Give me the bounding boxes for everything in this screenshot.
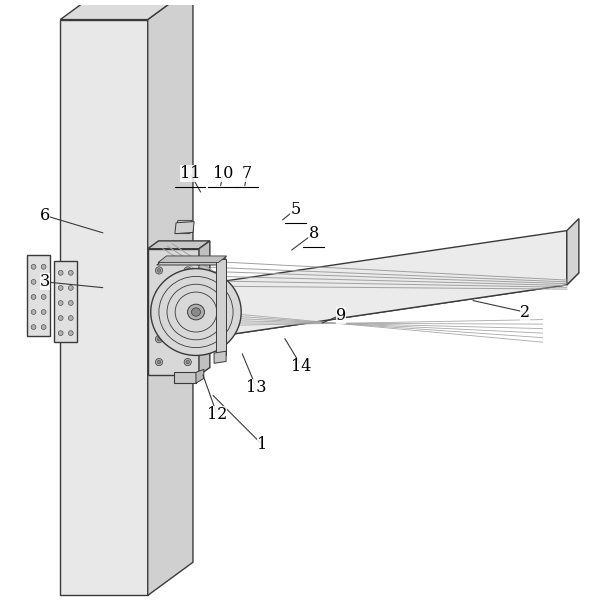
Circle shape bbox=[31, 325, 36, 329]
Polygon shape bbox=[178, 273, 579, 342]
Polygon shape bbox=[196, 369, 204, 383]
Circle shape bbox=[68, 285, 73, 290]
Circle shape bbox=[157, 315, 161, 318]
Ellipse shape bbox=[188, 304, 204, 320]
Circle shape bbox=[156, 335, 163, 343]
Polygon shape bbox=[216, 259, 226, 356]
Circle shape bbox=[184, 267, 191, 274]
Ellipse shape bbox=[191, 308, 200, 316]
Circle shape bbox=[58, 316, 63, 321]
Circle shape bbox=[68, 300, 73, 305]
Circle shape bbox=[41, 294, 46, 299]
Polygon shape bbox=[567, 218, 579, 285]
Circle shape bbox=[184, 335, 191, 343]
Text: 11: 11 bbox=[180, 165, 200, 182]
Circle shape bbox=[186, 315, 189, 318]
Circle shape bbox=[184, 313, 191, 320]
Circle shape bbox=[156, 313, 163, 320]
Polygon shape bbox=[158, 256, 227, 263]
Text: 6: 6 bbox=[40, 207, 50, 224]
Ellipse shape bbox=[151, 269, 241, 356]
Circle shape bbox=[186, 269, 189, 272]
Polygon shape bbox=[60, 0, 193, 20]
Circle shape bbox=[41, 280, 46, 285]
Circle shape bbox=[41, 310, 46, 315]
Polygon shape bbox=[27, 255, 50, 336]
Circle shape bbox=[186, 291, 189, 295]
Text: 7: 7 bbox=[242, 165, 252, 182]
Circle shape bbox=[68, 271, 73, 275]
Polygon shape bbox=[175, 222, 194, 234]
Circle shape bbox=[186, 337, 189, 341]
Circle shape bbox=[156, 359, 163, 366]
Circle shape bbox=[31, 294, 36, 299]
Polygon shape bbox=[148, 248, 199, 375]
Circle shape bbox=[157, 360, 161, 364]
Circle shape bbox=[58, 271, 63, 275]
Circle shape bbox=[157, 269, 161, 272]
Circle shape bbox=[184, 359, 191, 366]
Circle shape bbox=[156, 267, 163, 274]
Polygon shape bbox=[54, 261, 77, 342]
Circle shape bbox=[184, 289, 191, 297]
Polygon shape bbox=[178, 231, 567, 342]
Circle shape bbox=[157, 337, 161, 341]
Text: 5: 5 bbox=[291, 201, 300, 218]
Text: 8: 8 bbox=[309, 225, 318, 242]
Circle shape bbox=[58, 285, 63, 290]
Text: 12: 12 bbox=[207, 406, 227, 423]
Polygon shape bbox=[148, 0, 193, 595]
Circle shape bbox=[58, 300, 63, 305]
Circle shape bbox=[68, 316, 73, 321]
Text: 13: 13 bbox=[246, 379, 267, 396]
Circle shape bbox=[157, 291, 161, 295]
Polygon shape bbox=[60, 20, 148, 595]
Text: 1: 1 bbox=[257, 436, 267, 453]
Polygon shape bbox=[148, 241, 210, 248]
Polygon shape bbox=[176, 226, 192, 234]
Text: 3: 3 bbox=[40, 274, 50, 290]
Circle shape bbox=[31, 310, 36, 315]
Circle shape bbox=[31, 264, 36, 269]
Circle shape bbox=[58, 330, 63, 335]
Polygon shape bbox=[176, 220, 192, 228]
Circle shape bbox=[41, 325, 46, 329]
Polygon shape bbox=[214, 351, 226, 364]
Circle shape bbox=[68, 330, 73, 335]
Text: 2: 2 bbox=[520, 304, 529, 321]
Text: 9: 9 bbox=[336, 307, 346, 324]
Circle shape bbox=[41, 264, 46, 269]
Polygon shape bbox=[157, 258, 226, 265]
Polygon shape bbox=[174, 372, 196, 383]
Text: 14: 14 bbox=[291, 358, 312, 375]
Polygon shape bbox=[199, 241, 210, 375]
Circle shape bbox=[186, 360, 189, 364]
Circle shape bbox=[156, 289, 163, 297]
Circle shape bbox=[31, 280, 36, 285]
Text: 10: 10 bbox=[213, 165, 233, 182]
